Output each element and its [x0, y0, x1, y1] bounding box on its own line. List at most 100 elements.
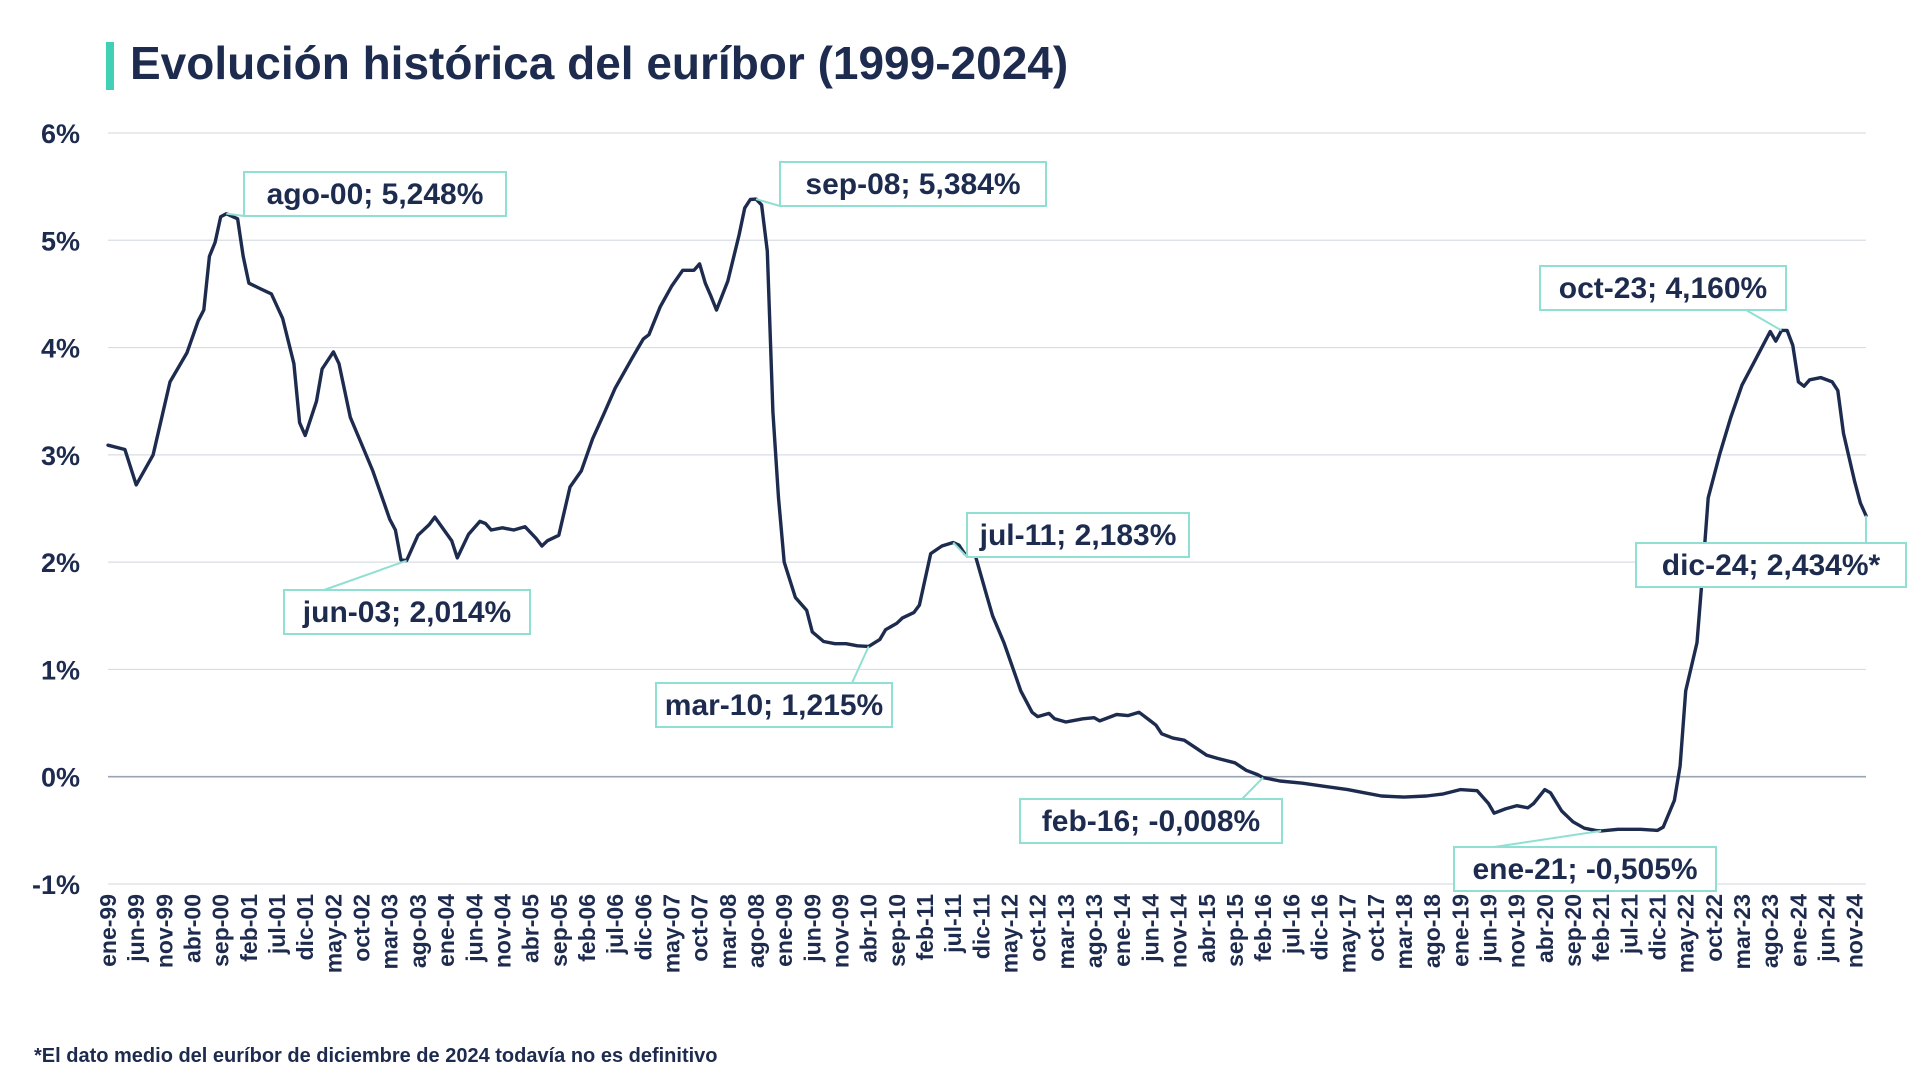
x-tick-label: ago-03: [405, 894, 431, 968]
y-tick-label: 6%: [41, 119, 80, 149]
x-tick-label: ago-13: [1081, 894, 1107, 968]
annotation-box: [243, 171, 507, 217]
x-tick-label: jun-04: [461, 894, 487, 963]
series-layer: [106, 197, 1868, 833]
annotation-label: mar-10; 1,215%: [665, 689, 883, 722]
x-tick-label: oct-02: [349, 894, 375, 962]
annotation-3: mar-10; 1,215%: [655, 645, 893, 728]
x-tick-label: sep-15: [1222, 894, 1248, 967]
x-tick-label: nov-09: [828, 894, 854, 968]
annotation-box: [655, 682, 893, 728]
annotations: ago-00; 5,248% jun-03; 2,014% sep-08; 5,38…: [226, 161, 1907, 892]
x-tick-label: mar-03: [377, 894, 403, 969]
annotation-leader: [851, 645, 870, 684]
x-tick-label: abr-00: [180, 894, 206, 963]
annotation-label: dic-24; 2,434%*: [1662, 549, 1881, 582]
annotation-label: jun-03; 2,014%: [302, 596, 511, 629]
annotation-box: [779, 161, 1047, 207]
x-tick-label: ene-04: [433, 894, 459, 967]
x-tick-label: jun-24: [1814, 894, 1840, 963]
x-tick-label: ene-14: [1109, 894, 1135, 967]
x-tick-label: nov-19: [1504, 894, 1530, 968]
y-tick-label: 3%: [41, 441, 80, 471]
y-tick-label: 5%: [41, 226, 80, 256]
annotation-leader: [1745, 309, 1782, 332]
annotation-box: [283, 589, 531, 635]
x-tick-label: may-17: [1335, 894, 1361, 973]
x-tick-label: feb-06: [574, 894, 600, 962]
x-tick-label: ago-08: [743, 894, 769, 968]
x-axis-ticks: ene-99 jun-99 nov-99 abr-00 sep-00 feb-01 jul-…: [95, 894, 1868, 973]
title-accent-bar: [106, 42, 114, 90]
x-tick-label: abr-15: [1194, 894, 1220, 963]
annotation-box: [1539, 265, 1787, 311]
x-tick-label: mar-23: [1729, 894, 1755, 969]
annotation-label: jul-11; 2,183%: [979, 519, 1177, 552]
annotation-7: oct-23; 4,160%: [1539, 265, 1787, 332]
x-tick-label: sep-05: [546, 894, 572, 967]
annotation-0: ago-00; 5,248%: [226, 171, 507, 217]
x-tick-label: jul-01: [264, 894, 290, 955]
x-tick-label: dic-01: [292, 894, 318, 961]
annotation-box: [1453, 846, 1717, 892]
x-tick-label: may-12: [997, 894, 1023, 973]
x-tick-label: feb-11: [912, 894, 938, 961]
x-tick-label: ago-23: [1757, 894, 1783, 968]
annotation-box: [1019, 798, 1283, 844]
x-tick-label: nov-04: [489, 894, 515, 968]
x-tick-label: feb-16: [1250, 894, 1276, 962]
annotation-box: [966, 512, 1190, 558]
x-tick-label: jun-14: [1137, 894, 1163, 963]
x-tick-label: oct-07: [687, 894, 713, 962]
annotation-leader: [1241, 776, 1264, 800]
chart-title: Evolución histórica del euríbor (1999-20…: [130, 37, 1069, 89]
x-tick-label: mar-13: [1053, 894, 1079, 969]
annotation-label: ene-21; -0,505%: [1472, 853, 1697, 886]
x-tick-label: sep-20: [1560, 894, 1586, 967]
annotation-label: ago-00; 5,248%: [267, 178, 484, 211]
annotation-6: ene-21; -0,505%: [1453, 829, 1717, 892]
y-tick-label: 4%: [41, 334, 80, 364]
x-tick-label: abr-20: [1532, 894, 1558, 963]
x-tick-label: jun-19: [1475, 894, 1501, 963]
x-tick-label: mar-08: [715, 894, 741, 970]
footnote: *El dato medio del euríbor de diciembre …: [34, 1045, 718, 1067]
x-tick-label: abr-05: [518, 894, 544, 963]
x-tick-label: oct-12: [1025, 894, 1051, 962]
y-axis-ticks: -1% 0% 1% 2% 3% 4% 5% 6%: [32, 119, 80, 900]
x-tick-label: nov-24: [1842, 894, 1868, 968]
x-tick-label: sep-10: [884, 894, 910, 967]
x-tick-label: jul-16: [1278, 894, 1304, 955]
x-tick-label: jun-09: [799, 894, 825, 963]
annotation-leader: [952, 541, 968, 558]
x-tick-label: jul-11: [940, 894, 966, 954]
x-tick-label: mar-18: [1391, 894, 1417, 970]
x-tick-label: dic-06: [630, 894, 656, 960]
x-tick-label: ene-24: [1785, 894, 1811, 967]
x-tick-label: feb-01: [236, 894, 262, 962]
annotation-leader: [755, 198, 781, 207]
x-tick-label: ene-19: [1447, 894, 1473, 967]
x-tick-label: oct-17: [1363, 894, 1389, 962]
annotation-box: [1635, 542, 1907, 588]
x-tick-label: feb-21: [1588, 894, 1614, 962]
x-tick-label: abr-10: [856, 894, 882, 963]
x-tick-label: ene-99: [95, 894, 121, 967]
annotation-4: jul-11; 2,183%: [952, 512, 1190, 558]
annotation-label: sep-08; 5,384%: [805, 168, 1020, 201]
x-tick-label: ene-09: [771, 894, 797, 967]
annotation-label: feb-16; -0,008%: [1042, 805, 1260, 838]
x-tick-label: dic-21: [1645, 894, 1671, 961]
annotation-2: sep-08; 5,384%: [755, 161, 1047, 207]
y-tick-label: 0%: [41, 763, 80, 793]
annotation-leader: [226, 212, 245, 217]
x-tick-label: dic-16: [1306, 894, 1332, 960]
x-tick-label: jul-21: [1616, 894, 1642, 955]
x-tick-label: dic-11: [968, 894, 994, 959]
x-tick-label: may-07: [658, 894, 684, 973]
x-tick-label: may-02: [320, 894, 346, 973]
x-tick-label: jun-99: [123, 894, 149, 963]
annotation-leader: [323, 559, 407, 591]
x-tick-label: jul-06: [602, 894, 628, 955]
